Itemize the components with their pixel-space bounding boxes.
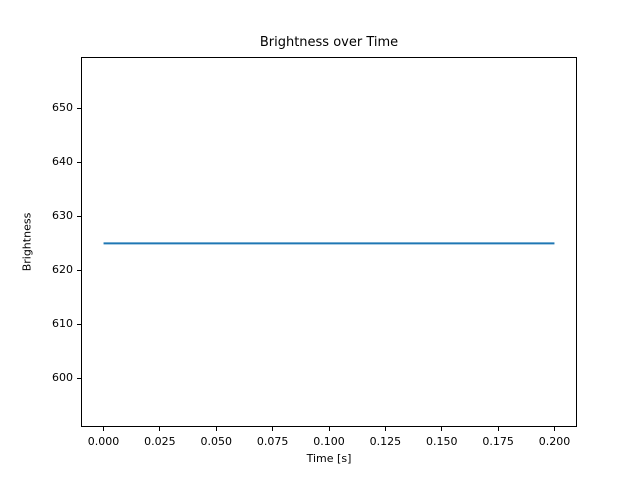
x-tick <box>103 427 105 431</box>
x-tick-label: 0.050 <box>200 435 233 448</box>
x-tick-label: 0.125 <box>369 435 402 448</box>
chart-title: Brightness over Time <box>259 35 399 50</box>
x-tick <box>159 427 161 431</box>
x-tick <box>272 427 274 431</box>
x-tick <box>384 427 386 431</box>
x-tick-label: 0.000 <box>87 435 120 448</box>
y-tick-label: 630 <box>52 209 73 223</box>
x-tick <box>497 427 499 431</box>
x-tick-label: 0.175 <box>482 435 514 448</box>
x-tick-label: 0.100 <box>313 435 345 448</box>
x-tick <box>553 427 555 431</box>
plot-area <box>81 57 577 427</box>
y-tick <box>77 377 81 379</box>
x-tick-label: 0.075 <box>256 435 289 448</box>
x-tick-label: 0.025 <box>144 435 176 448</box>
x-tick-label: 0.200 <box>538 435 571 448</box>
x-tick-label: 0.150 <box>425 435 458 448</box>
y-tick-label: 620 <box>52 263 73 277</box>
x-tick <box>328 427 330 431</box>
x-tick <box>215 427 217 431</box>
y-tick-label: 640 <box>52 155 73 169</box>
y-tick <box>77 215 81 217</box>
plot-canvas <box>103 242 555 245</box>
y-tick-label: 610 <box>52 317 73 331</box>
y-tick <box>77 107 81 109</box>
x-axis-label: Time [s] <box>306 452 352 465</box>
y-tick <box>77 269 81 271</box>
y-tick-label: 650 <box>52 101 73 115</box>
y-tick <box>77 323 81 325</box>
x-tick <box>441 427 443 431</box>
y-tick-label: 600 <box>52 371 73 385</box>
y-axis-label: Brightness <box>20 212 34 272</box>
y-tick <box>77 161 81 163</box>
